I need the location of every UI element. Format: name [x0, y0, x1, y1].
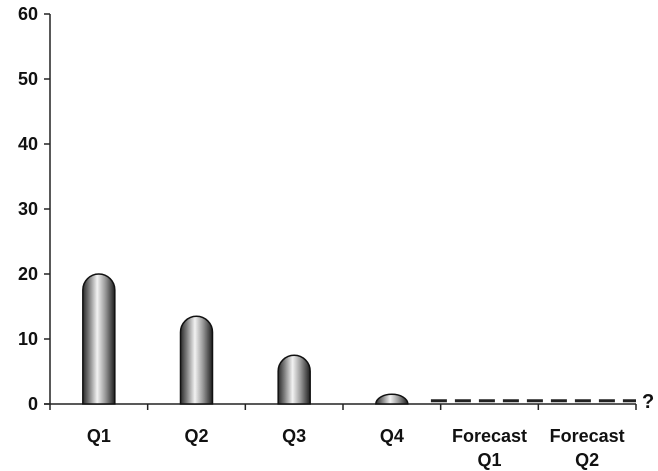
x-tick-label: Q2	[184, 426, 208, 446]
x-tick-label: Q4	[380, 426, 404, 446]
y-tick-label: 30	[18, 199, 38, 219]
y-tick-label: 20	[18, 264, 38, 284]
x-tick-label-line: Q1	[477, 450, 501, 470]
forecast-question-mark: ?	[642, 391, 654, 413]
y-tick-label: 40	[18, 134, 38, 154]
x-tick-label: Q1	[87, 426, 111, 446]
x-tick-label-line: Q2	[184, 426, 208, 446]
bars	[82, 273, 409, 405]
bar	[375, 393, 409, 405]
x-tick-label: Q3	[282, 426, 306, 446]
x-tick-label-line: Forecast	[452, 426, 527, 446]
x-tick-label-line: Forecast	[550, 426, 625, 446]
y-tick-label: 50	[18, 69, 38, 89]
y-tick-label: 60	[18, 4, 38, 24]
y-tick-label: 0	[28, 394, 38, 414]
x-tick-label-line: Q3	[282, 426, 306, 446]
y-axis: 0 10 20 30 40 50 60	[18, 4, 51, 414]
bar	[82, 273, 116, 405]
x-tick-label-line: Q2	[575, 450, 599, 470]
bar	[179, 315, 214, 405]
x-tick-label: Forecast Q2	[550, 426, 625, 470]
forecast-series: ?	[430, 391, 654, 413]
x-tick-label-line: Q4	[380, 426, 404, 446]
x-axis: Q1 Q2 Q3 Q4 Forecast Q1 Forecast Q2	[44, 403, 637, 470]
y-tick-label: 10	[18, 329, 38, 349]
x-tick-label: Forecast Q1	[452, 426, 527, 470]
bar	[277, 354, 311, 405]
x-tick-label-line: Q1	[87, 426, 111, 446]
